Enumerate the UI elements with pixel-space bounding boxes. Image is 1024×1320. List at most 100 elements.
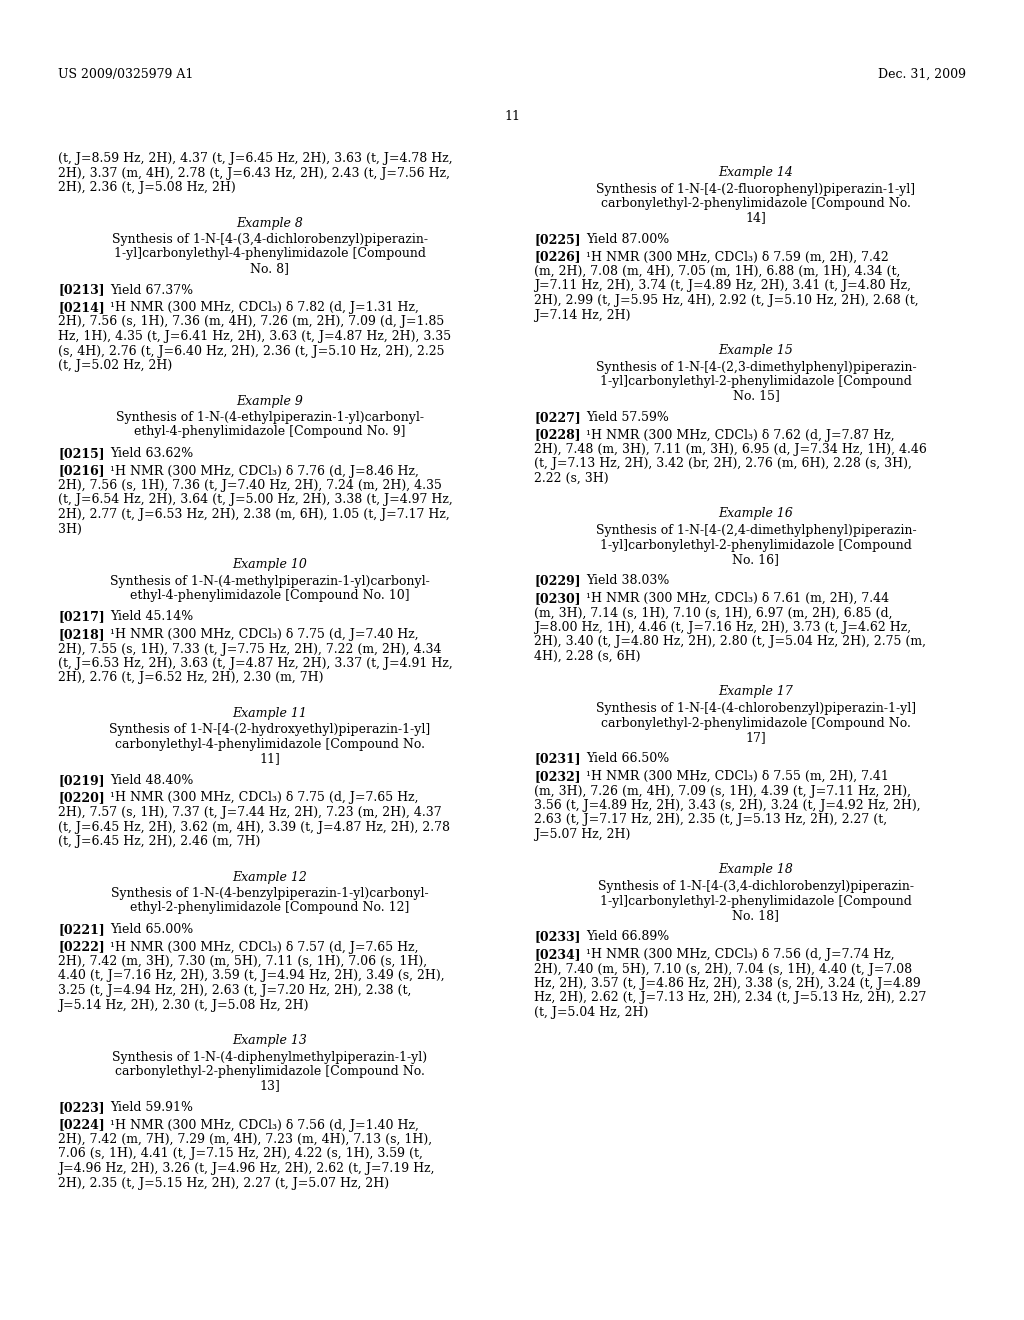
Text: 1-yl]carbonylethyl-2-phenylimidazole [Compound: 1-yl]carbonylethyl-2-phenylimidazole [Co… <box>600 895 912 908</box>
Text: US 2009/0325979 A1: US 2009/0325979 A1 <box>58 69 194 81</box>
Text: Example 10: Example 10 <box>232 558 307 572</box>
Text: [0227]: [0227] <box>534 411 581 424</box>
Text: ¹H NMR (300 MHz, CDCl₃) δ 7.57 (d, J=7.65 Hz,: ¹H NMR (300 MHz, CDCl₃) δ 7.57 (d, J=7.6… <box>110 940 419 953</box>
Text: (t, J=5.02 Hz, 2H): (t, J=5.02 Hz, 2H) <box>58 359 172 372</box>
Text: Yield 66.50%: Yield 66.50% <box>586 752 670 766</box>
Text: (t, J=6.53 Hz, 2H), 3.63 (t, J=4.87 Hz, 2H), 3.37 (t, J=4.91 Hz,: (t, J=6.53 Hz, 2H), 3.63 (t, J=4.87 Hz, … <box>58 657 453 671</box>
Text: 2H), 7.42 (m, 7H), 7.29 (m, 4H), 7.23 (m, 4H), 7.13 (s, 1H),: 2H), 7.42 (m, 7H), 7.29 (m, 4H), 7.23 (m… <box>58 1133 432 1146</box>
Text: ¹H NMR (300 MHz, CDCl₃) δ 7.55 (m, 2H), 7.41: ¹H NMR (300 MHz, CDCl₃) δ 7.55 (m, 2H), … <box>586 770 889 783</box>
Text: ¹H NMR (300 MHz, CDCl₃) δ 7.56 (d, J=7.74 Hz,: ¹H NMR (300 MHz, CDCl₃) δ 7.56 (d, J=7.7… <box>586 948 895 961</box>
Text: Yield 87.00%: Yield 87.00% <box>586 234 670 246</box>
Text: Example 9: Example 9 <box>237 395 303 408</box>
Text: (t, J=8.59 Hz, 2H), 4.37 (t, J=6.45 Hz, 2H), 3.63 (t, J=4.78 Hz,: (t, J=8.59 Hz, 2H), 4.37 (t, J=6.45 Hz, … <box>58 152 453 165</box>
Text: Example 16: Example 16 <box>719 507 794 520</box>
Text: Synthesis of 1-N-[4-(2-hydroxyethyl)piperazin-1-yl]: Synthesis of 1-N-[4-(2-hydroxyethyl)pipe… <box>110 723 431 737</box>
Text: (m, 3H), 7.26 (m, 4H), 7.09 (s, 1H), 4.39 (t, J=7.11 Hz, 2H),: (m, 3H), 7.26 (m, 4H), 7.09 (s, 1H), 4.3… <box>534 784 911 797</box>
Text: 4.40 (t, J=7.16 Hz, 2H), 3.59 (t, J=4.94 Hz, 2H), 3.49 (s, 2H),: 4.40 (t, J=7.16 Hz, 2H), 3.59 (t, J=4.94… <box>58 969 444 982</box>
Text: [0226]: [0226] <box>534 251 581 264</box>
Text: [0229]: [0229] <box>534 574 581 587</box>
Text: Synthesis of 1-N-(4-methylpiperazin-1-yl)carbonyl-: Synthesis of 1-N-(4-methylpiperazin-1-yl… <box>111 574 430 587</box>
Text: J=8.00 Hz, 1H), 4.46 (t, J=7.16 Hz, 2H), 3.73 (t, J=4.62 Hz,: J=8.00 Hz, 1H), 4.46 (t, J=7.16 Hz, 2H),… <box>534 620 911 634</box>
Text: Hz, 2H), 2.62 (t, J=7.13 Hz, 2H), 2.34 (t, J=5.13 Hz, 2H), 2.27: Hz, 2H), 2.62 (t, J=7.13 Hz, 2H), 2.34 (… <box>534 991 927 1005</box>
Text: 2H), 2.77 (t, J=6.53 Hz, 2H), 2.38 (m, 6H), 1.05 (t, J=7.17 Hz,: 2H), 2.77 (t, J=6.53 Hz, 2H), 2.38 (m, 6… <box>58 508 450 521</box>
Text: J=5.14 Hz, 2H), 2.30 (t, J=5.08 Hz, 2H): J=5.14 Hz, 2H), 2.30 (t, J=5.08 Hz, 2H) <box>58 998 308 1011</box>
Text: [0228]: [0228] <box>534 429 581 441</box>
Text: Hz, 2H), 3.57 (t, J=4.86 Hz, 2H), 3.38 (s, 2H), 3.24 (t, J=4.89: Hz, 2H), 3.57 (t, J=4.86 Hz, 2H), 3.38 (… <box>534 977 921 990</box>
Text: (m, 2H), 7.08 (m, 4H), 7.05 (m, 1H), 6.88 (m, 1H), 4.34 (t,: (m, 2H), 7.08 (m, 4H), 7.05 (m, 1H), 6.8… <box>534 265 900 279</box>
Text: Synthesis of 1-N-[4-(3,4-dichlorobenzyl)piperazin-: Synthesis of 1-N-[4-(3,4-dichlorobenzyl)… <box>598 880 914 894</box>
Text: 2H), 7.56 (s, 1H), 7.36 (t, J=7.40 Hz, 2H), 7.24 (m, 2H), 4.35: 2H), 7.56 (s, 1H), 7.36 (t, J=7.40 Hz, 2… <box>58 479 442 492</box>
Text: Example 18: Example 18 <box>719 863 794 876</box>
Text: 3.56 (t, J=4.89 Hz, 2H), 3.43 (s, 2H), 3.24 (t, J=4.92 Hz, 2H),: 3.56 (t, J=4.89 Hz, 2H), 3.43 (s, 2H), 3… <box>534 799 921 812</box>
Text: 7.06 (s, 1H), 4.41 (t, J=7.15 Hz, 2H), 4.22 (s, 1H), 3.59 (t,: 7.06 (s, 1H), 4.41 (t, J=7.15 Hz, 2H), 4… <box>58 1147 423 1160</box>
Text: Synthesis of 1-N-(4-benzylpiperazin-1-yl)carbonyl-: Synthesis of 1-N-(4-benzylpiperazin-1-yl… <box>112 887 429 900</box>
Text: 4H), 2.28 (s, 6H): 4H), 2.28 (s, 6H) <box>534 649 640 663</box>
Text: Example 12: Example 12 <box>232 870 307 883</box>
Text: carbonylethyl-4-phenylimidazole [Compound No.: carbonylethyl-4-phenylimidazole [Compoun… <box>115 738 425 751</box>
Text: Yield 66.89%: Yield 66.89% <box>586 931 670 944</box>
Text: 17]: 17] <box>745 731 766 744</box>
Text: 2H), 2.76 (t, J=6.52 Hz, 2H), 2.30 (m, 7H): 2H), 2.76 (t, J=6.52 Hz, 2H), 2.30 (m, 7… <box>58 672 324 685</box>
Text: 14]: 14] <box>745 211 766 224</box>
Text: ¹H NMR (300 MHz, CDCl₃) δ 7.76 (d, J=8.46 Hz,: ¹H NMR (300 MHz, CDCl₃) δ 7.76 (d, J=8.4… <box>110 465 419 478</box>
Text: [0232]: [0232] <box>534 770 581 783</box>
Text: [0216]: [0216] <box>58 465 104 478</box>
Text: Dec. 31, 2009: Dec. 31, 2009 <box>878 69 966 81</box>
Text: 2H), 7.56 (s, 1H), 7.36 (m, 4H), 7.26 (m, 2H), 7.09 (d, J=1.85: 2H), 7.56 (s, 1H), 7.36 (m, 4H), 7.26 (m… <box>58 315 444 329</box>
Text: Yield 59.91%: Yield 59.91% <box>110 1101 193 1114</box>
Text: ¹H NMR (300 MHz, CDCl₃) δ 7.75 (d, J=7.65 Hz,: ¹H NMR (300 MHz, CDCl₃) δ 7.75 (d, J=7.6… <box>110 792 419 804</box>
Text: ¹H NMR (300 MHz, CDCl₃) δ 7.56 (d, J=1.40 Hz,: ¹H NMR (300 MHz, CDCl₃) δ 7.56 (d, J=1.4… <box>110 1118 419 1131</box>
Text: 3H): 3H) <box>58 523 82 536</box>
Text: 11]: 11] <box>259 752 281 766</box>
Text: Synthesis of 1-N-(4-ethylpiperazin-1-yl)carbonyl-: Synthesis of 1-N-(4-ethylpiperazin-1-yl)… <box>116 411 424 424</box>
Text: (t, J=6.45 Hz, 2H), 2.46 (m, 7H): (t, J=6.45 Hz, 2H), 2.46 (m, 7H) <box>58 836 260 847</box>
Text: [0220]: [0220] <box>58 792 104 804</box>
Text: Yield 38.03%: Yield 38.03% <box>586 574 670 587</box>
Text: [0224]: [0224] <box>58 1118 104 1131</box>
Text: [0234]: [0234] <box>534 948 581 961</box>
Text: ethyl-4-phenylimidazole [Compound No. 10]: ethyl-4-phenylimidazole [Compound No. 10… <box>130 589 410 602</box>
Text: (m, 3H), 7.14 (s, 1H), 7.10 (s, 1H), 6.97 (m, 2H), 6.85 (d,: (m, 3H), 7.14 (s, 1H), 7.10 (s, 1H), 6.9… <box>534 606 893 619</box>
Text: Yield 48.40%: Yield 48.40% <box>110 774 194 787</box>
Text: No. 8]: No. 8] <box>251 261 290 275</box>
Text: 1-yl]carbonylethyl-2-phenylimidazole [Compound: 1-yl]carbonylethyl-2-phenylimidazole [Co… <box>600 539 912 552</box>
Text: 2.22 (s, 3H): 2.22 (s, 3H) <box>534 473 608 484</box>
Text: carbonylethyl-2-phenylimidazole [Compound No.: carbonylethyl-2-phenylimidazole [Compoun… <box>601 197 911 210</box>
Text: ¹H NMR (300 MHz, CDCl₃) δ 7.82 (d, J=1.31 Hz,: ¹H NMR (300 MHz, CDCl₃) δ 7.82 (d, J=1.3… <box>110 301 419 314</box>
Text: [0223]: [0223] <box>58 1101 104 1114</box>
Text: (t, J=5.04 Hz, 2H): (t, J=5.04 Hz, 2H) <box>534 1006 648 1019</box>
Text: Synthesis of 1-N-(4-diphenylmethylpiperazin-1-yl): Synthesis of 1-N-(4-diphenylmethylpipera… <box>113 1051 428 1064</box>
Text: 2H), 3.40 (t, J=4.80 Hz, 2H), 2.80 (t, J=5.04 Hz, 2H), 2.75 (m,: 2H), 3.40 (t, J=4.80 Hz, 2H), 2.80 (t, J… <box>534 635 926 648</box>
Text: 2H), 7.40 (m, 5H), 7.10 (s, 2H), 7.04 (s, 1H), 4.40 (t, J=7.08: 2H), 7.40 (m, 5H), 7.10 (s, 2H), 7.04 (s… <box>534 962 912 975</box>
Text: 3.25 (t, J=4.94 Hz, 2H), 2.63 (t, J=7.20 Hz, 2H), 2.38 (t,: 3.25 (t, J=4.94 Hz, 2H), 2.63 (t, J=7.20… <box>58 983 412 997</box>
Text: [0213]: [0213] <box>58 284 104 297</box>
Text: carbonylethyl-2-phenylimidazole [Compound No.: carbonylethyl-2-phenylimidazole [Compoun… <box>601 717 911 730</box>
Text: (t, J=7.13 Hz, 2H), 3.42 (br, 2H), 2.76 (m, 6H), 2.28 (s, 3H),: (t, J=7.13 Hz, 2H), 3.42 (br, 2H), 2.76 … <box>534 458 912 470</box>
Text: (t, J=6.45 Hz, 2H), 3.62 (m, 4H), 3.39 (t, J=4.87 Hz, 2H), 2.78: (t, J=6.45 Hz, 2H), 3.62 (m, 4H), 3.39 (… <box>58 821 450 833</box>
Text: 2H), 3.37 (m, 4H), 2.78 (t, J=6.43 Hz, 2H), 2.43 (t, J=7.56 Hz,: 2H), 3.37 (m, 4H), 2.78 (t, J=6.43 Hz, 2… <box>58 166 450 180</box>
Text: J=5.07 Hz, 2H): J=5.07 Hz, 2H) <box>534 828 631 841</box>
Text: Yield 67.37%: Yield 67.37% <box>110 284 194 297</box>
Text: ¹H NMR (300 MHz, CDCl₃) δ 7.59 (m, 2H), 7.42: ¹H NMR (300 MHz, CDCl₃) δ 7.59 (m, 2H), … <box>586 251 889 264</box>
Text: ethyl-2-phenylimidazole [Compound No. 12]: ethyl-2-phenylimidazole [Compound No. 12… <box>130 902 410 915</box>
Text: Synthesis of 1-N-[4-(2-fluorophenyl)piperazin-1-yl]: Synthesis of 1-N-[4-(2-fluorophenyl)pipe… <box>596 182 915 195</box>
Text: 1-yl]carbonylethyl-2-phenylimidazole [Compound: 1-yl]carbonylethyl-2-phenylimidazole [Co… <box>600 375 912 388</box>
Text: [0215]: [0215] <box>58 447 104 459</box>
Text: Example 17: Example 17 <box>719 685 794 698</box>
Text: [0233]: [0233] <box>534 931 581 944</box>
Text: 2H), 7.48 (m, 3H), 7.11 (m, 3H), 6.95 (d, J=7.34 Hz, 1H), 4.46: 2H), 7.48 (m, 3H), 7.11 (m, 3H), 6.95 (d… <box>534 444 927 455</box>
Text: [0214]: [0214] <box>58 301 104 314</box>
Text: 11: 11 <box>504 110 520 123</box>
Text: [0231]: [0231] <box>534 752 581 766</box>
Text: Synthesis of 1-N-[4-(2,4-dimethylphenyl)piperazin-: Synthesis of 1-N-[4-(2,4-dimethylphenyl)… <box>596 524 916 537</box>
Text: [0219]: [0219] <box>58 774 104 787</box>
Text: ¹H NMR (300 MHz, CDCl₃) δ 7.62 (d, J=7.87 Hz,: ¹H NMR (300 MHz, CDCl₃) δ 7.62 (d, J=7.8… <box>586 429 895 441</box>
Text: ¹H NMR (300 MHz, CDCl₃) δ 7.75 (d, J=7.40 Hz,: ¹H NMR (300 MHz, CDCl₃) δ 7.75 (d, J=7.4… <box>110 628 419 642</box>
Text: Yield 45.14%: Yield 45.14% <box>110 610 194 623</box>
Text: Synthesis of 1-N-[4-(2,3-dimethylphenyl)piperazin-: Synthesis of 1-N-[4-(2,3-dimethylphenyl)… <box>596 360 916 374</box>
Text: Example 15: Example 15 <box>719 345 794 356</box>
Text: J=7.14 Hz, 2H): J=7.14 Hz, 2H) <box>534 309 631 322</box>
Text: J=7.11 Hz, 2H), 3.74 (t, J=4.89 Hz, 2H), 3.41 (t, J=4.80 Hz,: J=7.11 Hz, 2H), 3.74 (t, J=4.89 Hz, 2H),… <box>534 280 911 293</box>
Text: 2H), 7.55 (s, 1H), 7.33 (t, J=7.75 Hz, 2H), 7.22 (m, 2H), 4.34: 2H), 7.55 (s, 1H), 7.33 (t, J=7.75 Hz, 2… <box>58 643 441 656</box>
Text: [0222]: [0222] <box>58 940 104 953</box>
